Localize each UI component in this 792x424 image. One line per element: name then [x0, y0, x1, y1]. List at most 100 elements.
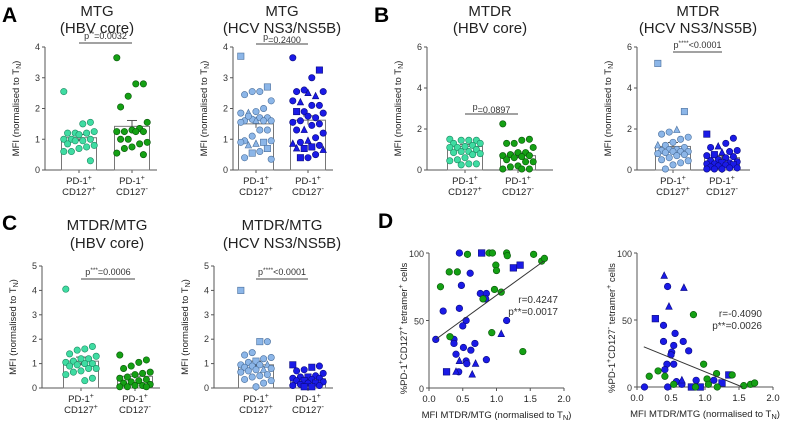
data-point-square — [308, 383, 316, 391]
data-point-circle — [476, 150, 484, 158]
data-point-circle — [319, 109, 327, 117]
text-part: p — [84, 31, 89, 41]
category-label: PD-1+ — [295, 175, 321, 187]
data-point-square — [260, 138, 268, 146]
text-part: PD-1 — [66, 176, 88, 187]
data-point-circle — [289, 382, 297, 390]
text-part: PD-1 — [295, 394, 317, 405]
chart-title: MTDR — [676, 3, 719, 20]
y-tick-label: 2 — [204, 334, 209, 344]
x-tick-label: 1.5 — [732, 393, 745, 404]
data-point-circle — [64, 129, 72, 137]
text-part: tetramer — [607, 289, 618, 327]
correlation-p: p**=0.0017 — [508, 307, 558, 318]
text-part: ) — [180, 279, 191, 282]
y-tick-label: 4 — [204, 285, 209, 295]
data-point-circle — [293, 88, 301, 96]
data-point-circle — [256, 148, 264, 156]
data-point-square — [718, 379, 726, 387]
data-point-triangle — [311, 91, 320, 100]
data-point-circle — [263, 371, 271, 379]
y-tick-label: 2 — [32, 334, 37, 344]
category-label: CD127+ — [62, 186, 96, 198]
data-point-circle — [670, 341, 678, 350]
data-point-circle — [503, 139, 511, 147]
superscript: - — [146, 186, 149, 193]
superscript: - — [149, 404, 152, 411]
y-tick-label: 4 — [627, 83, 632, 93]
superscript: ** — [89, 31, 95, 38]
chart-title: MTDR/MTG — [242, 217, 323, 234]
text-part: tetramer — [399, 288, 410, 326]
y-tick-label: 2 — [627, 124, 632, 134]
data-point-circle — [83, 129, 91, 137]
text-part: PD-1 — [122, 394, 144, 405]
text-part: MFI (normalised to T — [8, 287, 19, 375]
superscript: + — [606, 285, 613, 289]
correlation-r: r=-0.4090 — [719, 309, 763, 320]
data-point-circle — [518, 153, 526, 161]
data-point-circle — [436, 283, 445, 291]
data-point-circle — [113, 149, 121, 157]
regression-line — [643, 346, 743, 388]
x-tick-label: 1.5 — [524, 394, 537, 405]
subscript: N — [16, 64, 23, 69]
data-point-square — [263, 144, 271, 152]
data-point-circle — [131, 382, 139, 390]
data-point-circle — [83, 143, 91, 151]
data-point-circle — [704, 380, 713, 388]
data-point-circle — [77, 367, 85, 375]
text-part: MFI (normalised to T — [199, 69, 210, 157]
data-point-circle — [461, 142, 469, 150]
data-point-circle — [499, 120, 507, 128]
data-point-triangle — [497, 329, 506, 338]
data-point-triangle — [244, 140, 253, 149]
data-point-triangle — [252, 116, 260, 124]
data-point-circle — [654, 150, 662, 158]
data-point-square — [300, 144, 308, 152]
data-point-circle — [79, 120, 87, 128]
data-point-circle — [127, 362, 135, 370]
data-point-triangle — [468, 369, 476, 378]
data-point-circle — [469, 151, 477, 159]
data-point-circle — [237, 109, 245, 117]
data-point-circle — [482, 356, 490, 364]
data-point-square — [256, 338, 264, 346]
chart-title: (HBV core) — [70, 235, 144, 252]
data-point-circle — [252, 383, 260, 391]
x-axis-label: MFI MTDR/MTG (normalised to TN) — [422, 410, 572, 422]
text-part: p — [473, 102, 478, 112]
data-point-circle — [457, 281, 466, 290]
text-part: CD127 — [119, 405, 149, 416]
data-point-circle — [86, 135, 94, 143]
data-point-circle — [60, 88, 68, 96]
data-point-circle — [733, 147, 741, 155]
data-point-circle — [506, 163, 514, 171]
text-part: CD127 — [62, 187, 92, 198]
data-point-circle — [139, 369, 147, 377]
subscript: N — [185, 282, 192, 287]
panel-letter-d: D — [378, 210, 393, 233]
data-point-circle — [492, 266, 501, 275]
data-point-circle — [117, 103, 125, 111]
y-axis-label: MFI (normalised to TN) — [393, 61, 405, 157]
data-point-circle — [81, 345, 89, 353]
text-part: ) — [199, 61, 210, 64]
chart-a1: MTG(HBV core) 0 1 2 3 4 MFI (normalised to TN)… — [11, 3, 157, 198]
data-point-circle — [661, 365, 669, 374]
data-point-circle — [296, 138, 304, 146]
data-point-circle — [713, 383, 721, 391]
data-point-circle — [461, 154, 469, 162]
p-value-label: p****<0.0001 — [258, 267, 306, 277]
data-point-circle — [142, 356, 150, 364]
p-value-label: p=0.2400 — [263, 32, 301, 45]
data-point-square — [296, 154, 304, 162]
data-point-circle — [658, 130, 666, 138]
data-point-circle — [710, 165, 718, 173]
data-point-circle — [64, 140, 72, 148]
data-point-circle — [252, 108, 260, 116]
y-tick-label: 50 — [622, 316, 632, 326]
subscript: N — [608, 64, 615, 69]
y-tick-label: 2 — [223, 104, 228, 114]
data-point-circle — [319, 129, 327, 137]
